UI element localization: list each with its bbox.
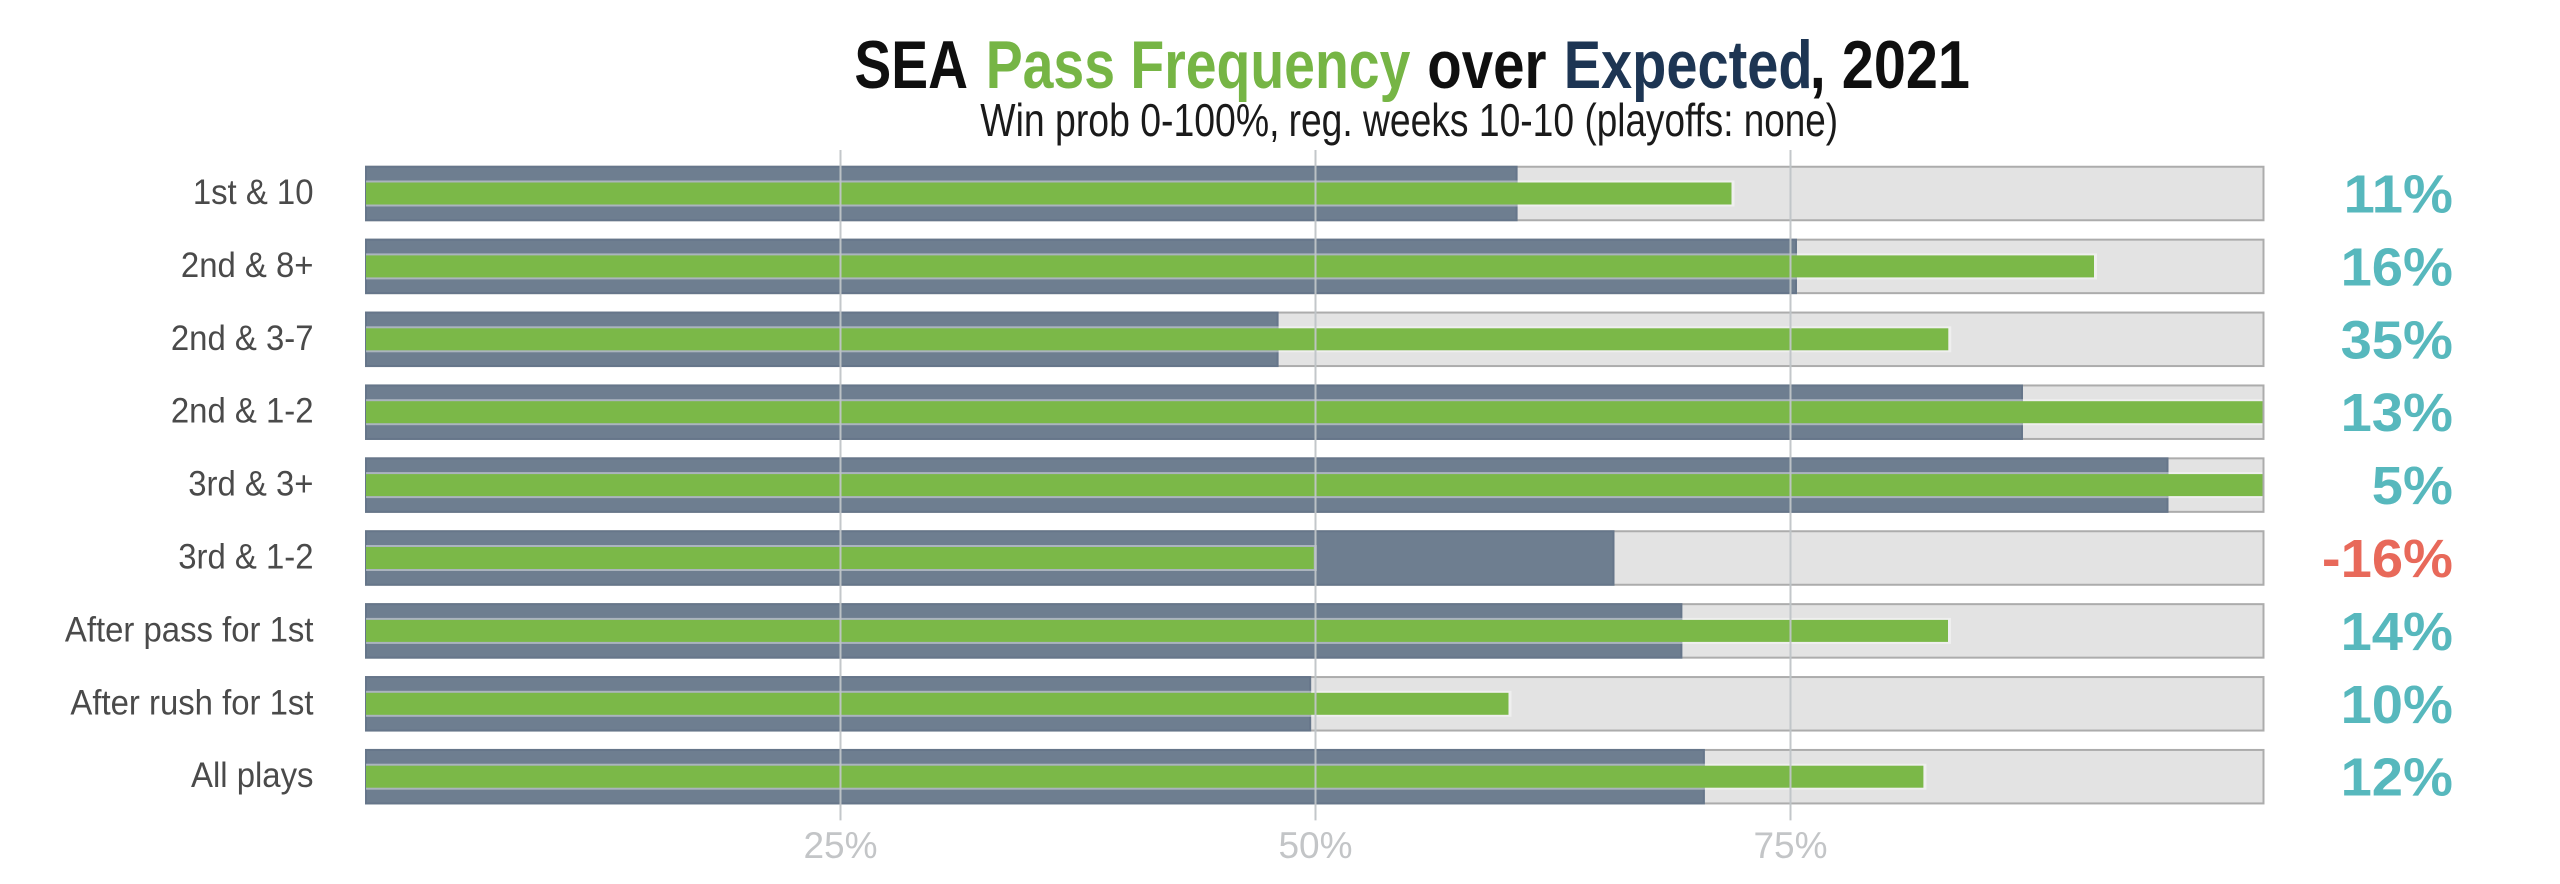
svg-text:Expected: Expected (1564, 28, 1813, 103)
svg-text:2nd & 3-7: 2nd & 3-7 (171, 319, 314, 358)
svg-text:25%: 25% (803, 825, 877, 866)
svg-text:After rush for 1st: After rush for 1st (70, 683, 314, 722)
svg-text:12%: 12% (2341, 747, 2453, 807)
svg-text:10%: 10% (2341, 674, 2453, 734)
svg-text:35%: 35% (2341, 310, 2453, 370)
svg-text:5%: 5% (2372, 455, 2453, 515)
svg-text:over: over (1427, 27, 1546, 103)
svg-text:11%: 11% (2344, 164, 2453, 224)
svg-text:-16%: -16% (2322, 528, 2453, 588)
svg-text:2nd & 1-2: 2nd & 1-2 (171, 392, 314, 431)
svg-text:reg. weeks 10-10: reg. weeks 10-10 (1289, 94, 1574, 146)
svg-text:3rd & 1-2: 3rd & 1-2 (178, 538, 313, 577)
svg-text:16%: 16% (2341, 237, 2453, 297)
svg-text:1st & 10: 1st & 10 (193, 173, 314, 212)
svg-text:Win prob 0-100%,: Win prob 0-100%, (980, 94, 1279, 146)
svg-text:(playoffs: none): (playoffs: none) (1585, 94, 1839, 146)
svg-text:75%: 75% (1753, 825, 1827, 866)
svg-text:Pass Frequency: Pass Frequency (986, 28, 1411, 104)
svg-text:14%: 14% (2341, 601, 2453, 661)
svg-text:SEA: SEA (854, 28, 968, 104)
svg-text:After pass for 1st: After pass for 1st (65, 610, 314, 649)
svg-text:, 2021: , 2021 (1810, 28, 1970, 104)
svg-text:All plays: All plays (191, 756, 313, 795)
svg-text:3rd & 3+: 3rd & 3+ (188, 465, 313, 504)
svg-text:50%: 50% (1278, 825, 1352, 866)
svg-text:2nd & 8+: 2nd & 8+ (181, 246, 314, 285)
svg-text:13%: 13% (2341, 382, 2453, 442)
